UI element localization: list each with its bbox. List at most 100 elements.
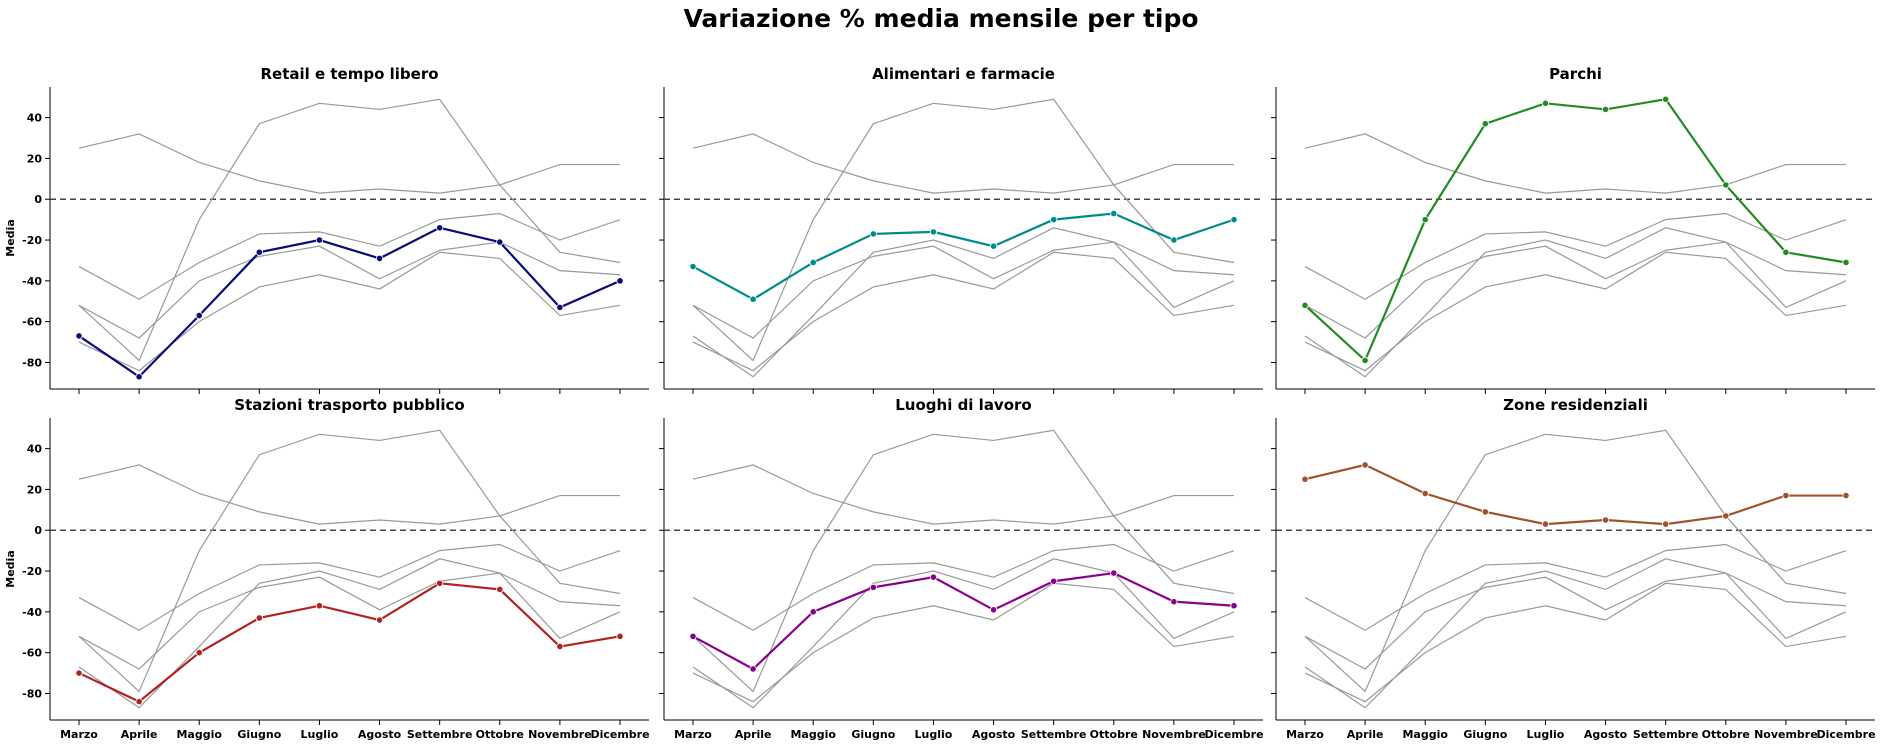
data-point — [1842, 491, 1850, 500]
data-point — [616, 277, 624, 285]
data-point — [1541, 99, 1550, 107]
x-tick-label: Novembre — [1142, 728, 1206, 741]
x-tick-label: Luglio — [915, 728, 953, 741]
x-tick-label: Luglio — [301, 728, 339, 741]
y-tick-label: -60 — [22, 647, 42, 660]
panel-1: Retail e tempo libero -80 -60 -40 -20 0 20 40 Me… — [4, 65, 649, 394]
data-point — [1722, 512, 1730, 520]
data-point — [1110, 209, 1118, 218]
data-point — [436, 579, 444, 587]
data-point — [1421, 216, 1429, 224]
background-series-line — [78, 212, 621, 300]
highlight-series-line — [78, 226, 621, 379]
x-tick-label: Dicembre — [1204, 728, 1263, 741]
x-tick-label: Maggio — [176, 728, 222, 741]
figure-title: Variazione % media mensile per tipo — [683, 4, 1198, 33]
background-series-line — [692, 543, 1235, 631]
data-point — [1230, 602, 1238, 610]
data-point — [1481, 120, 1489, 128]
data-point — [1782, 248, 1790, 256]
y-tick-label: -40 — [22, 606, 42, 619]
highlight-series-line — [1304, 98, 1847, 363]
data-point — [436, 224, 444, 232]
background-series-line — [692, 227, 1235, 378]
data-point — [989, 606, 998, 614]
data-point — [689, 632, 697, 640]
x-tick-label: Agosto — [972, 728, 1016, 741]
panel-3: Parchi — [1271, 65, 1875, 394]
data-point — [496, 238, 504, 246]
x-tick-label: Settembre — [407, 728, 473, 741]
data-point — [1301, 301, 1309, 309]
x-tick-label: Dicembre — [1816, 728, 1875, 741]
data-point — [315, 236, 324, 244]
data-point — [556, 642, 564, 651]
background-series-line — [1304, 241, 1847, 339]
highlight-series-line — [692, 571, 1235, 671]
background-series-line — [692, 582, 1235, 703]
y-tick-label: 20 — [27, 152, 43, 165]
data-point — [1541, 520, 1550, 528]
background-series-line — [78, 543, 621, 631]
data-point — [749, 665, 757, 673]
highlight-series-line — [692, 212, 1235, 301]
x-tick-label: Marzo — [1286, 728, 1324, 741]
panel-4: Stazioni trasporto pubblico -80 -60 -40 -20 0… — [4, 396, 650, 741]
panel-title: Stazioni trasporto pubblico — [234, 396, 464, 414]
data-point — [315, 602, 324, 610]
background-series-line — [1304, 582, 1847, 703]
data-point — [1361, 461, 1369, 469]
data-point — [1421, 489, 1429, 498]
background-series-line — [1304, 251, 1847, 372]
data-point — [869, 583, 877, 591]
data-point — [1722, 181, 1730, 189]
data-point — [1361, 356, 1369, 365]
x-tick-label: Aprile — [735, 728, 772, 741]
y-tick-label: -80 — [22, 687, 42, 700]
data-point — [1170, 598, 1178, 606]
background-series-line — [78, 133, 620, 194]
data-point — [1050, 577, 1058, 585]
y-axis-label: Media — [4, 219, 17, 256]
panels: Retail e tempo libero -80 -60 -40 -20 0 20 40 Me… — [4, 65, 1876, 741]
background-series-line — [692, 251, 1235, 372]
background-series-line — [78, 241, 621, 339]
data-point — [749, 295, 757, 303]
data-point — [1050, 216, 1058, 224]
x-tick-label: Giugno — [1463, 728, 1507, 741]
x-tick-label: Novembre — [1754, 728, 1818, 741]
x-tick-label: Aprile — [121, 728, 158, 741]
background-series-line — [78, 464, 620, 525]
panel-5: Luoghi di lavoro Marzo Aprile Maggio Giugno L… — [659, 396, 1264, 741]
data-point — [1230, 216, 1238, 224]
x-tick-label: Novembre — [528, 728, 592, 741]
x-tick-label: Ottobre — [1702, 728, 1750, 741]
data-point — [75, 332, 83, 340]
data-point — [1301, 475, 1309, 483]
data-point — [929, 228, 938, 236]
background-series-line — [1304, 558, 1847, 709]
highlight-series-line — [78, 582, 621, 703]
background-series-line — [78, 429, 621, 693]
data-point — [375, 254, 384, 263]
y-tick-label: -80 — [22, 356, 42, 369]
data-point — [1662, 520, 1670, 528]
data-point — [135, 373, 143, 381]
y-tick-label: 40 — [27, 112, 43, 125]
panel-2: Alimentari e farmacie — [659, 65, 1263, 394]
data-point — [929, 573, 938, 581]
background-series-line — [1304, 212, 1847, 300]
x-tick-label: Dicembre — [590, 728, 649, 741]
panel-6: Zone residenziali Marzo Aprile Maggio Giugno… — [1271, 396, 1876, 741]
x-tick-label: Agosto — [358, 728, 402, 741]
y-tick-label: 40 — [27, 443, 43, 456]
data-point — [689, 262, 697, 271]
data-point — [1170, 236, 1178, 244]
panel-title: Zone residenziali — [1503, 396, 1648, 414]
data-point — [255, 614, 263, 622]
background-series-line — [1304, 543, 1847, 631]
background-series-line — [692, 429, 1235, 693]
background-series-line — [1304, 429, 1847, 693]
data-point — [616, 632, 624, 640]
